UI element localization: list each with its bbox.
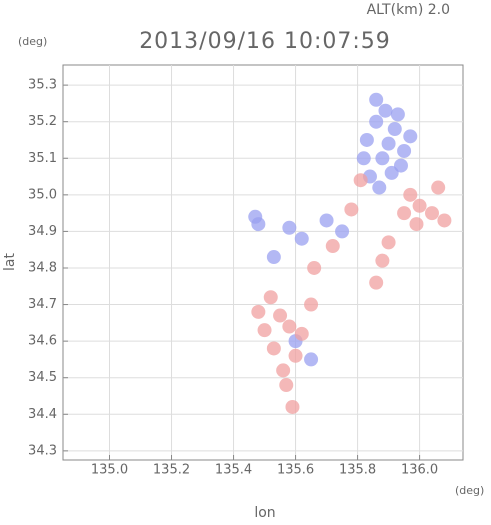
point [285, 399, 300, 414]
point [307, 260, 322, 275]
point [372, 180, 387, 195]
point [387, 122, 402, 137]
point [375, 253, 390, 268]
x-tick-label: 135.2 [153, 463, 190, 478]
y-tick-label: 34.9 [28, 224, 57, 239]
point [304, 297, 319, 312]
point [282, 319, 297, 334]
point [273, 308, 288, 323]
point [356, 151, 371, 166]
point [335, 224, 350, 239]
point [325, 239, 340, 254]
y-tick-label: 34.4 [28, 407, 57, 422]
point [282, 220, 297, 235]
x-tick-label: 136.0 [401, 463, 438, 478]
y-tick-label: 34.7 [28, 297, 57, 312]
y-tick-label: 35.0 [28, 187, 57, 202]
point [369, 114, 384, 129]
point [424, 206, 439, 221]
x-axis-label: lon [254, 505, 275, 521]
point [403, 187, 418, 202]
y-tick-label: 34.3 [28, 443, 57, 458]
x-tick-label: 135.8 [339, 463, 376, 478]
point [251, 217, 266, 232]
point [344, 202, 359, 217]
y-tick-label: 35.1 [28, 151, 57, 166]
point [369, 92, 384, 107]
point [276, 363, 291, 378]
x-tick-label: 135.4 [215, 463, 252, 478]
point [294, 326, 309, 341]
point [412, 198, 427, 213]
point [409, 217, 424, 232]
point [266, 250, 281, 265]
point [353, 173, 368, 188]
x-tick-label: 135.0 [91, 463, 128, 478]
point [304, 352, 319, 367]
point [319, 213, 334, 228]
y-axis-label: lat [2, 253, 18, 271]
point [431, 180, 446, 195]
point [288, 348, 303, 363]
point [257, 323, 272, 338]
chart-title: 2013/09/16 10:07:59 [139, 29, 391, 54]
y-unit: (deg) [18, 35, 47, 48]
point [378, 103, 393, 118]
point [294, 231, 309, 246]
point [381, 136, 396, 151]
point [279, 378, 294, 393]
y-tick-label: 34.8 [28, 260, 57, 275]
point [375, 151, 390, 166]
y-tick-label: 34.5 [28, 370, 57, 385]
x-unit: (deg) [455, 484, 484, 497]
point [437, 213, 452, 228]
point [369, 275, 384, 290]
point [397, 143, 412, 158]
y-tick-label: 35.2 [28, 114, 57, 129]
y-tick-label: 35.3 [28, 78, 57, 93]
point [266, 341, 281, 356]
point [263, 290, 278, 305]
point [397, 206, 412, 221]
chart-subtitle: ALT(km) 2.0 [367, 2, 450, 18]
point [381, 235, 396, 250]
point [403, 129, 418, 144]
point [359, 132, 374, 147]
point [393, 158, 408, 173]
y-tick-label: 34.6 [28, 334, 57, 349]
point [251, 304, 266, 319]
x-tick-label: 135.6 [277, 463, 314, 478]
point [390, 107, 405, 122]
plot-frame [62, 64, 464, 461]
